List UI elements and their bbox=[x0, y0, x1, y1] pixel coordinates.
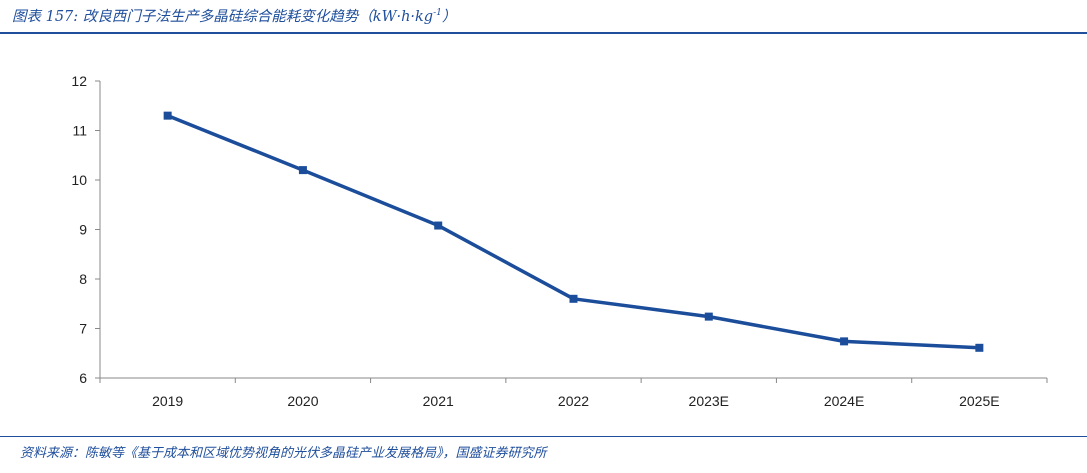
data-point-marker bbox=[975, 343, 984, 352]
chart-title-end: ） bbox=[441, 9, 457, 25]
line-chart: 6 7 8 9 10 11 12 2019 2020 2021 2022 2023E 2024E 2025… bbox=[71, 73, 1048, 409]
series-line bbox=[165, 113, 982, 350]
y-tick-label: 8 bbox=[79, 271, 87, 287]
x-tick-label: 2020 bbox=[287, 393, 318, 409]
y-tick-label: 9 bbox=[79, 222, 87, 238]
chart-title-text: 图表 157: 改良西门子法生产多晶硅综合能耗变化趋势（kW·h·kg bbox=[12, 9, 434, 25]
data-point-marker bbox=[434, 221, 443, 230]
data-point-marker bbox=[298, 166, 307, 175]
x-tick-label: 2021 bbox=[423, 393, 454, 409]
y-tick-label: 12 bbox=[71, 73, 87, 89]
data-point-marker bbox=[163, 111, 172, 120]
x-tick-label: 2024E bbox=[824, 393, 864, 409]
source-note: 资料来源：陈敏等《基于成本和区域优势视角的光伏多晶硅产业发展格局》，国盛证券研究… bbox=[20, 446, 547, 461]
x-tick-label: 2023E bbox=[689, 393, 729, 409]
x-tick-label: 2019 bbox=[152, 393, 183, 409]
y-tick-label: 10 bbox=[71, 172, 87, 188]
source-bar: 资料来源：陈敏等《基于成本和区域优势视角的光伏多晶硅产业发展格局》，国盛证券研究… bbox=[0, 436, 1087, 473]
y-tick-label: 7 bbox=[79, 321, 87, 337]
chart-title-superscript: -1 bbox=[433, 8, 442, 19]
x-tick-label: 2022 bbox=[558, 393, 589, 409]
title-bar: 图表 157: 改良西门子法生产多晶硅综合能耗变化趋势（kW·h·kg-1） bbox=[0, 0, 1087, 34]
chart-title: 图表 157: 改良西门子法生产多晶硅综合能耗变化趋势（kW·h·kg-1） bbox=[12, 5, 456, 26]
data-point-marker bbox=[569, 294, 578, 303]
y-tick-label: 11 bbox=[72, 123, 87, 139]
data-point-marker bbox=[704, 312, 713, 321]
data-point-marker bbox=[840, 337, 849, 346]
y-tick-label: 6 bbox=[79, 370, 87, 386]
x-tick-label: 2025E bbox=[959, 393, 999, 409]
